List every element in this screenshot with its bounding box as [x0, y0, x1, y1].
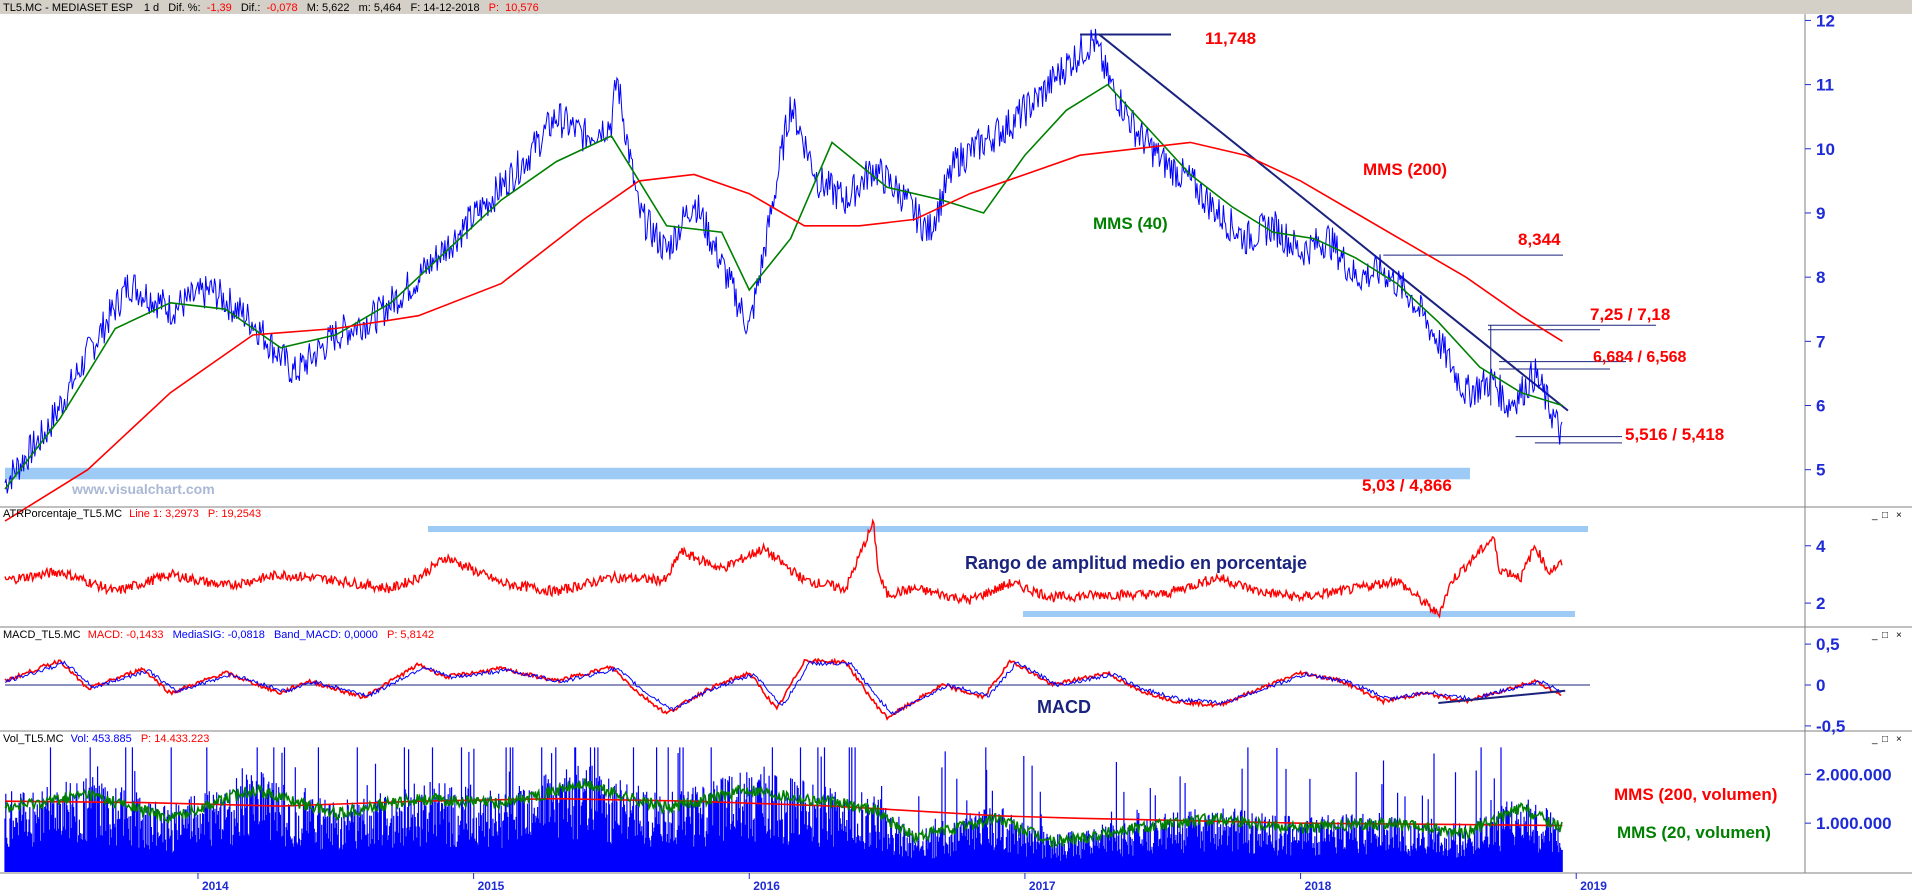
annotation-mms200: MMS (200) [1363, 160, 1447, 179]
macd-divergence-line [1438, 689, 1566, 704]
y-tick-label: 9 [1816, 204, 1825, 223]
y-tick-label: 1.000.000 [1816, 814, 1892, 833]
x-tick-label: 2016 [753, 879, 780, 892]
mms40-series-line [4, 83, 1563, 490]
atr-pane: 24 [4, 518, 1826, 619]
pane-close-icon[interactable]: × [1896, 734, 1902, 745]
atr-series-line [4, 518, 1563, 619]
annotation-atr: Rango de amplitud medio en porcentaje [965, 553, 1307, 573]
annotation-725: 7,25 / 7,18 [1590, 305, 1670, 324]
x-axis: 2014 2015 2016 2017 2018 2019 [197, 873, 1607, 892]
y-tick-label: 7 [1816, 332, 1825, 351]
annotation-macd: MACD [1037, 697, 1091, 717]
x-tick-label: 2018 [1305, 879, 1332, 892]
support-band-503 [5, 467, 1470, 480]
svg-text:TL5.MC - MEDIASET ESP 1 d: TL5.MC - MEDIASET ESP 1 d Dif. %: -1,39 … [3, 2, 539, 14]
pane-maximize-icon[interactable]: □ [1882, 510, 1888, 521]
vol-value: Vol: 453.885 [71, 733, 132, 745]
volume-bars [4, 747, 1563, 872]
vol-p-value: P: 14.433.223 [141, 733, 210, 745]
watermark: www.visualchart.com [71, 481, 215, 497]
pane-close-icon[interactable]: × [1896, 510, 1902, 521]
annotation-5516: 5,516 / 5,418 [1625, 425, 1724, 444]
pane-minimize-icon[interactable]: _ [1871, 630, 1878, 641]
price-pane: 5 6 7 8 9 10 11 12 [4, 11, 1835, 522]
atr-line-value: Line 1: 3,2973 [129, 508, 199, 520]
y-tick-label: 0,5 [1816, 635, 1840, 654]
dif-value: -0,078 [266, 2, 297, 14]
annotation-high: 11,748 [1205, 29, 1256, 48]
date-label: F: 14-12-2018 [410, 2, 479, 14]
dif-label: Dif.: [241, 2, 261, 14]
max-label: M: 5,622 [307, 2, 350, 14]
x-tick-label: 2015 [478, 879, 505, 892]
macd-p-value: P: 5,8142 [387, 629, 434, 641]
y-tick-label: 12 [1816, 11, 1835, 30]
header-bar [0, 0, 1912, 14]
macd-value: MACD: -0,1433 [88, 629, 164, 641]
macd-series-line [4, 657, 1562, 721]
y-tick-label: -0,5 [1816, 717, 1845, 736]
downtrend-line [1098, 33, 1569, 412]
pane-minimize-icon[interactable]: _ [1871, 734, 1878, 745]
y-tick-label: 11 [1816, 76, 1834, 95]
y-tick-label: 2.000.000 [1816, 765, 1892, 784]
svg-text:ATRPorcentaje_TL5.MC Line: ATRPorcentaje_TL5.MC Line 1: 3,2973 P: 1… [3, 508, 261, 520]
x-tick-label: 2014 [202, 879, 229, 892]
macd-signal-line [4, 660, 1562, 716]
x-tick-label: 2017 [1029, 879, 1056, 892]
svg-text:Vol_TL5.MC Vol: 453.885: Vol_TL5.MC Vol: 453.885 P: 14.433.223 [3, 733, 209, 745]
dif-pct-label: Dif. %: [168, 2, 200, 14]
y-tick-label: 0 [1816, 676, 1825, 695]
price-value: 10,576 [505, 2, 539, 14]
macd-title: MACD_TL5.MC [3, 629, 81, 641]
panel-frames [0, 14, 1912, 874]
atr-band-top [428, 526, 1588, 532]
svg-text:MACD_TL5.MC MACD: -0,1433: MACD_TL5.MC MACD: -0,1433 MediaSIG: -0,0… [3, 629, 434, 641]
pane-close-icon[interactable]: × [1896, 630, 1902, 641]
pane-minimize-icon[interactable]: _ [1871, 510, 1878, 521]
legend-vol-mms20: MMS (20, volumen) [1617, 823, 1771, 842]
mms200-series-line [4, 141, 1563, 522]
pane-controls[interactable]: _ □ × _ □ × _ □ × [1871, 510, 1902, 745]
timeframe-label: 1 d [144, 2, 159, 14]
price-label: P: [489, 2, 499, 14]
pane-maximize-icon[interactable]: □ [1882, 734, 1888, 745]
macd-band-value: Band_MACD: 0,0000 [274, 629, 378, 641]
vol-mms20-line [4, 778, 1563, 850]
price-series-line [4, 28, 1563, 494]
atr-p-value: P: 19,2543 [208, 508, 261, 520]
dif-pct-value: -1,39 [207, 2, 232, 14]
y-tick-label: 8 [1816, 268, 1825, 287]
y-tick-label: 6 [1816, 397, 1825, 416]
atr-title: ATRPorcentaje_TL5.MC [3, 508, 122, 520]
annotation-mms40: MMS (40) [1093, 214, 1168, 233]
y-tick-label: 10 [1816, 140, 1835, 159]
macd-pane: 0,5 0 -0,5 [4, 635, 1845, 736]
min-label: m: 5,464 [359, 2, 402, 14]
macd-sig-value: MediaSIG: -0,0818 [173, 629, 265, 641]
symbol-label: TL5.MC - MEDIASET ESP [3, 2, 133, 14]
volume-pane: 1.000.000 2.000.000 [4, 747, 1892, 872]
pane-maximize-icon[interactable]: □ [1882, 630, 1888, 641]
y-tick-label: 4 [1816, 537, 1826, 556]
vol-title: Vol_TL5.MC [3, 733, 64, 745]
x-tick-label: 2019 [1580, 879, 1607, 892]
legend-vol-mms200: MMS (200, volumen) [1614, 785, 1777, 804]
annotation-8344: 8,344 [1518, 230, 1561, 249]
y-tick-label: 2 [1816, 594, 1825, 613]
atr-band-bottom [1023, 611, 1575, 617]
annotation-503: 5,03 / 4,866 [1362, 476, 1452, 495]
annotation-6684: 6,684 / 6,568 [1593, 349, 1687, 366]
y-tick-label: 5 [1816, 461, 1825, 480]
